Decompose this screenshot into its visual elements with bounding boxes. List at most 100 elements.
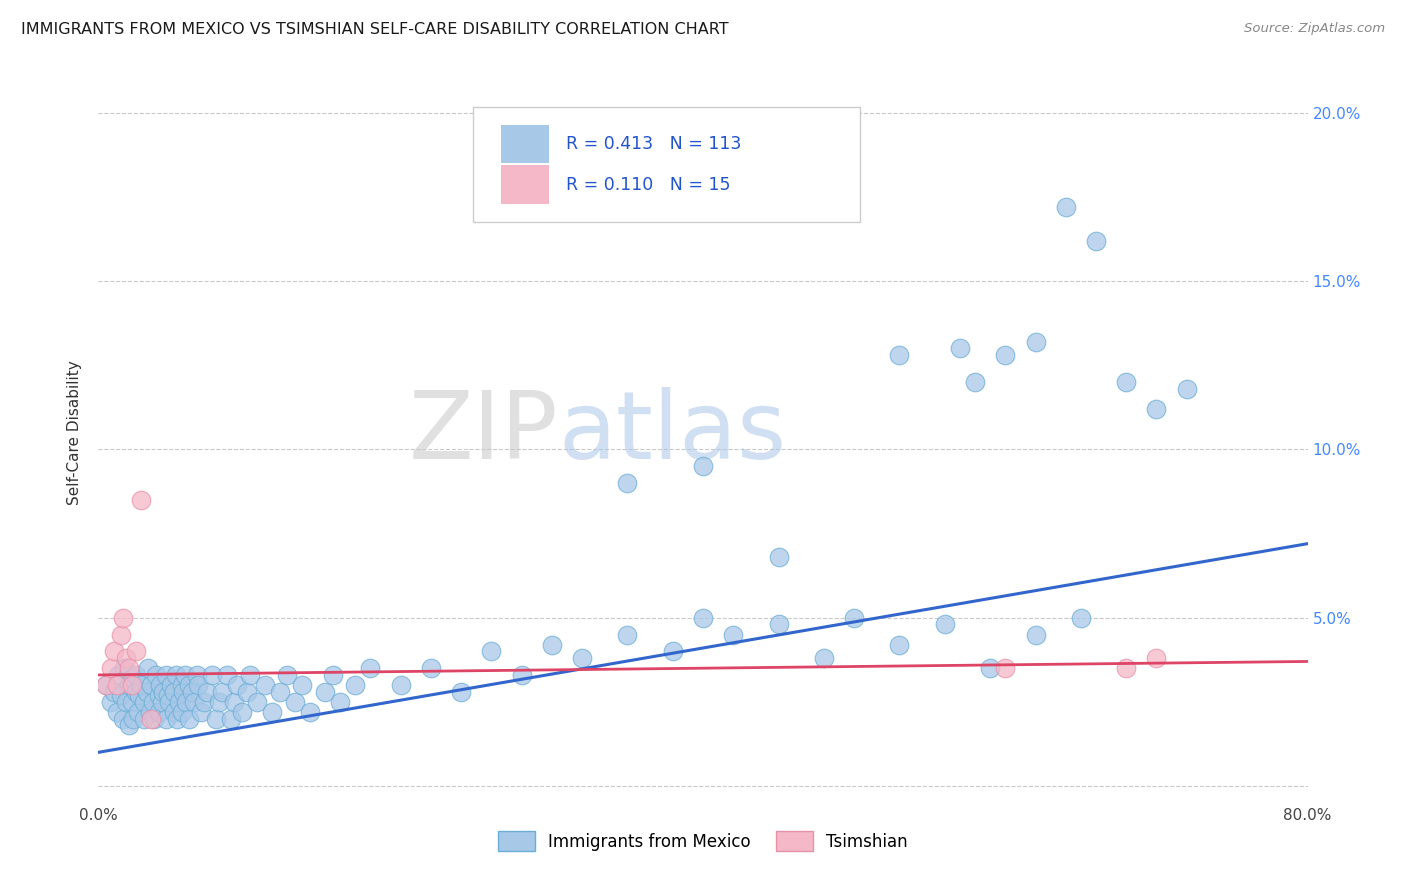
Point: [768, 617, 790, 632]
Point: [179, 712, 201, 726]
Point: [661, 644, 683, 658]
Point: [239, 668, 262, 682]
Point: [125, 685, 148, 699]
Point: [114, 651, 136, 665]
Point: [201, 668, 224, 682]
Point: [481, 644, 503, 658]
Point: [1054, 200, 1077, 214]
Text: IMMIGRANTS FROM MEXICO VS TSIMSHIAN SELF-CARE DISABILITY CORRELATION CHART: IMMIGRANTS FROM MEXICO VS TSIMSHIAN SELF…: [21, 22, 728, 37]
Point: [167, 695, 190, 709]
FancyBboxPatch shape: [501, 125, 550, 163]
Point: [540, 638, 562, 652]
Point: [314, 685, 336, 699]
Point: [122, 712, 145, 726]
Point: [844, 610, 866, 624]
Point: [142, 695, 165, 709]
Point: [149, 678, 172, 692]
Point: [616, 627, 638, 641]
Point: [139, 705, 162, 719]
Point: [141, 712, 163, 726]
Point: [420, 661, 443, 675]
Point: [1115, 661, 1137, 675]
Point: [152, 685, 174, 699]
Point: [994, 661, 1017, 675]
Point: [965, 375, 987, 389]
Point: [172, 685, 194, 699]
Point: [205, 712, 228, 726]
Point: [226, 678, 249, 692]
Point: [105, 678, 128, 692]
Point: [284, 695, 307, 709]
Point: [110, 627, 132, 641]
Point: [221, 712, 243, 726]
Point: [105, 705, 128, 719]
Point: [159, 695, 181, 709]
Point: [125, 668, 148, 682]
Point: [135, 685, 157, 699]
Point: [118, 678, 141, 692]
Point: [155, 668, 177, 682]
Point: [510, 668, 533, 682]
Point: [329, 695, 352, 709]
Point: [253, 678, 276, 692]
Point: [100, 661, 122, 675]
Point: [1024, 627, 1046, 641]
Point: [208, 695, 231, 709]
Point: [692, 459, 714, 474]
Text: R = 0.413   N = 113: R = 0.413 N = 113: [567, 135, 742, 153]
Point: [136, 661, 159, 675]
Point: [111, 610, 134, 624]
Point: [183, 695, 205, 709]
Point: [768, 550, 790, 565]
Legend: Immigrants from Mexico, Tsimshian: Immigrants from Mexico, Tsimshian: [492, 825, 914, 857]
Point: [211, 685, 233, 699]
Point: [100, 695, 122, 709]
Text: atlas: atlas: [558, 386, 786, 479]
Point: [103, 644, 125, 658]
Point: [934, 617, 956, 632]
Point: [150, 695, 173, 709]
Point: [163, 685, 186, 699]
Point: [179, 678, 201, 692]
Point: [94, 678, 117, 692]
Point: [450, 685, 472, 699]
Point: [215, 668, 238, 682]
Point: [111, 712, 134, 726]
Point: [187, 678, 209, 692]
Point: [193, 695, 215, 709]
Point: [143, 712, 166, 726]
Point: [173, 668, 195, 682]
Point: [141, 678, 163, 692]
Point: [389, 678, 412, 692]
Point: [616, 476, 638, 491]
Point: [121, 678, 143, 692]
Point: [246, 695, 269, 709]
Point: [949, 342, 972, 356]
Point: [148, 688, 170, 702]
Point: [174, 695, 197, 709]
Point: [994, 348, 1017, 362]
Point: [291, 678, 314, 692]
Point: [344, 678, 367, 692]
Point: [170, 678, 193, 692]
Point: [165, 668, 187, 682]
Point: [163, 705, 186, 719]
FancyBboxPatch shape: [501, 165, 550, 204]
Point: [235, 685, 257, 699]
Point: [231, 705, 253, 719]
Point: [107, 668, 129, 682]
Point: [186, 668, 208, 682]
Point: [889, 348, 911, 362]
Point: [1144, 402, 1167, 417]
Y-axis label: Self-Care Disability: Self-Care Disability: [67, 360, 83, 505]
Point: [190, 705, 212, 719]
Point: [145, 668, 167, 682]
Point: [114, 695, 136, 709]
Point: [118, 718, 141, 732]
Point: [360, 661, 382, 675]
Point: [156, 688, 179, 702]
Point: [813, 651, 835, 665]
Point: [276, 668, 298, 682]
Point: [269, 685, 291, 699]
Point: [1175, 382, 1198, 396]
